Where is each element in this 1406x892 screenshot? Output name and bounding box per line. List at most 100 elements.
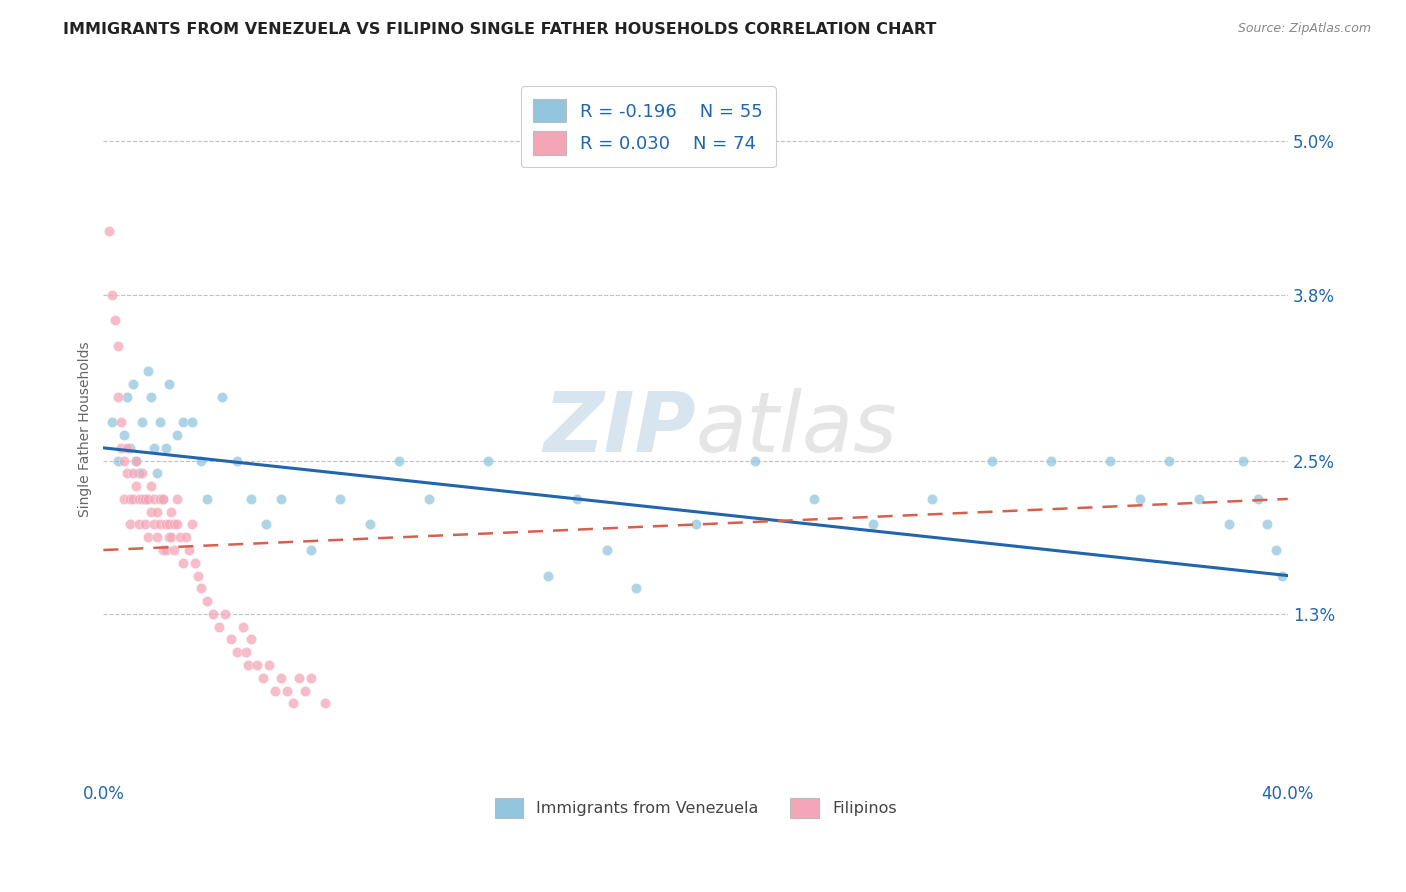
Point xyxy=(155,543,177,558)
Point xyxy=(136,491,159,506)
Point xyxy=(134,491,156,506)
Point xyxy=(181,517,204,532)
Point xyxy=(118,517,141,532)
Point xyxy=(136,364,159,378)
Point xyxy=(235,645,257,659)
Point xyxy=(125,453,148,467)
Point xyxy=(477,453,499,467)
Point xyxy=(225,645,247,659)
Point xyxy=(101,287,124,301)
Point xyxy=(166,428,188,442)
Point xyxy=(142,517,165,532)
Point xyxy=(264,683,287,698)
Point xyxy=(160,530,183,544)
Point xyxy=(299,671,322,685)
Point xyxy=(1039,453,1062,467)
Point xyxy=(184,556,207,570)
Text: atlas: atlas xyxy=(696,388,897,469)
Point xyxy=(122,467,145,481)
Point xyxy=(252,671,274,685)
Point xyxy=(254,517,277,532)
Point xyxy=(145,505,167,519)
Point xyxy=(921,491,943,506)
Point xyxy=(1129,491,1152,506)
Point xyxy=(744,453,766,467)
Point xyxy=(1159,453,1181,467)
Point xyxy=(139,390,162,404)
Point xyxy=(152,543,174,558)
Point xyxy=(115,467,138,481)
Point xyxy=(134,491,156,506)
Point xyxy=(299,543,322,558)
Point xyxy=(1188,491,1211,506)
Point xyxy=(131,491,153,506)
Text: ZIP: ZIP xyxy=(543,388,696,469)
Point xyxy=(281,696,304,710)
Point xyxy=(214,607,236,621)
Point xyxy=(125,479,148,493)
Point xyxy=(596,543,619,558)
Point xyxy=(225,453,247,467)
Point xyxy=(1271,568,1294,582)
Point xyxy=(115,441,138,455)
Point xyxy=(1218,517,1240,532)
Point xyxy=(152,491,174,506)
Point xyxy=(122,376,145,391)
Point xyxy=(112,491,135,506)
Point xyxy=(238,658,260,673)
Point xyxy=(288,671,311,685)
Point xyxy=(565,491,588,506)
Point xyxy=(195,491,218,506)
Point xyxy=(1264,543,1286,558)
Point xyxy=(145,467,167,481)
Point xyxy=(172,556,194,570)
Y-axis label: Single Father Households: Single Father Households xyxy=(79,341,93,516)
Point xyxy=(139,479,162,493)
Point xyxy=(149,491,172,506)
Point xyxy=(232,620,254,634)
Point xyxy=(1099,453,1122,467)
Point xyxy=(418,491,440,506)
Point xyxy=(181,415,204,429)
Point xyxy=(131,415,153,429)
Point xyxy=(157,376,180,391)
Point xyxy=(626,582,648,596)
Point xyxy=(128,517,150,532)
Point xyxy=(276,683,298,698)
Point xyxy=(195,594,218,608)
Point xyxy=(240,491,263,506)
Point xyxy=(388,453,411,467)
Point xyxy=(107,339,129,353)
Point xyxy=(190,582,212,596)
Point xyxy=(128,491,150,506)
Point xyxy=(211,390,233,404)
Text: IMMIGRANTS FROM VENEZUELA VS FILIPINO SINGLE FATHER HOUSEHOLDS CORRELATION CHART: IMMIGRANTS FROM VENEZUELA VS FILIPINO SI… xyxy=(63,22,936,37)
Point xyxy=(163,543,186,558)
Point xyxy=(1232,453,1254,467)
Text: Source: ZipAtlas.com: Source: ZipAtlas.com xyxy=(1237,22,1371,36)
Point xyxy=(118,441,141,455)
Point xyxy=(166,517,188,532)
Point xyxy=(112,453,135,467)
Point xyxy=(536,568,558,582)
Point xyxy=(107,390,129,404)
Point xyxy=(112,428,135,442)
Point xyxy=(145,530,167,544)
Point xyxy=(131,467,153,481)
Point xyxy=(246,658,269,673)
Point xyxy=(155,517,177,532)
Point xyxy=(152,491,174,506)
Point xyxy=(270,491,292,506)
Point xyxy=(98,224,121,238)
Point xyxy=(257,658,280,673)
Point xyxy=(179,543,201,558)
Point xyxy=(157,517,180,532)
Point xyxy=(110,441,132,455)
Point xyxy=(136,530,159,544)
Point xyxy=(803,491,825,506)
Point xyxy=(139,505,162,519)
Point xyxy=(190,453,212,467)
Point xyxy=(187,568,209,582)
Point xyxy=(107,453,129,467)
Legend: Immigrants from Venezuela, Filipinos: Immigrants from Venezuela, Filipinos xyxy=(488,791,903,825)
